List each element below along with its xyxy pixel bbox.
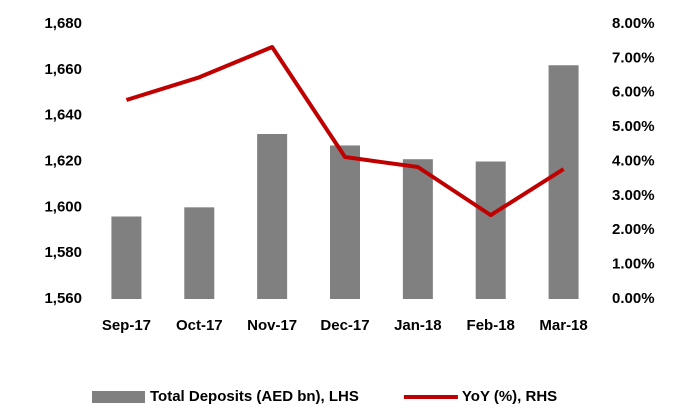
y2-tick-label: 8.00% bbox=[612, 15, 655, 32]
x-tick-label: Oct-17 bbox=[176, 317, 223, 334]
x-tick-label: Nov-17 bbox=[247, 317, 297, 334]
y-tick-label: 1,580 bbox=[44, 244, 82, 261]
y2-tick-label: 7.00% bbox=[612, 49, 655, 66]
bar bbox=[111, 216, 142, 299]
legend-swatch bbox=[92, 391, 145, 403]
legend-label: YoY (%), RHS bbox=[462, 388, 557, 405]
y-tick-label: 1,680 bbox=[44, 15, 82, 32]
y2-tick-label: 3.00% bbox=[612, 187, 655, 204]
y-tick-label: 1,560 bbox=[44, 290, 82, 307]
x-tick-label: Mar-18 bbox=[539, 317, 587, 334]
y2-tick-label: 4.00% bbox=[612, 152, 655, 169]
bar bbox=[184, 207, 215, 299]
x-tick-label: Jan-18 bbox=[394, 317, 442, 334]
y2-tick-label: 0.00% bbox=[612, 290, 655, 307]
y2-tick-label: 1.00% bbox=[612, 256, 655, 273]
y2-tick-label: 2.00% bbox=[612, 221, 655, 238]
bar bbox=[548, 65, 579, 299]
y-tick-label: 1,620 bbox=[44, 152, 82, 169]
y-tick-label: 1,640 bbox=[44, 107, 82, 124]
y2-tick-label: 6.00% bbox=[612, 84, 655, 101]
x-tick-label: Dec-17 bbox=[320, 317, 369, 334]
y-tick-label: 1,600 bbox=[44, 198, 82, 215]
legend-label: Total Deposits (AED bn), LHS bbox=[150, 388, 359, 405]
x-tick-label: Sep-17 bbox=[102, 317, 151, 334]
bar bbox=[257, 134, 288, 299]
x-tick-label: Feb-18 bbox=[467, 317, 515, 334]
y2-tick-label: 5.00% bbox=[612, 118, 655, 135]
y-tick-label: 1,660 bbox=[44, 61, 82, 78]
line bbox=[125, 45, 565, 218]
bar bbox=[402, 159, 433, 299]
bar bbox=[330, 145, 360, 299]
bar bbox=[475, 161, 506, 299]
